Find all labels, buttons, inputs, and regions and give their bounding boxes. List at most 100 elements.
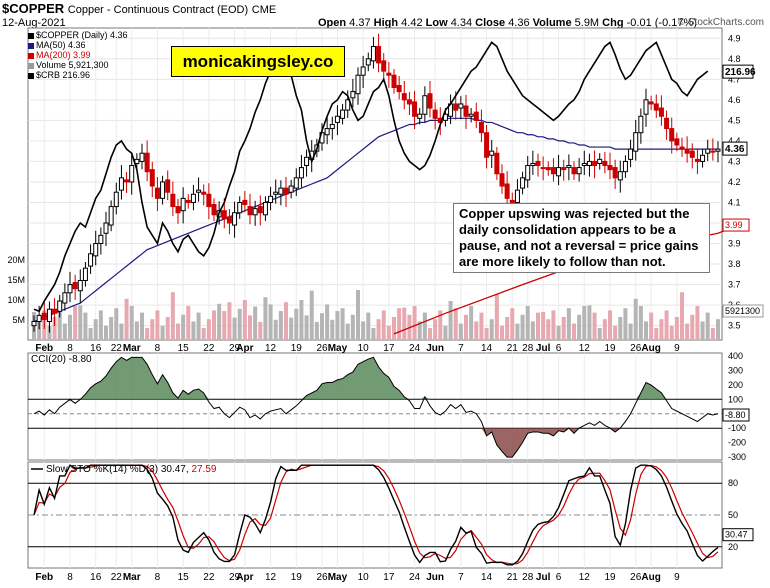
candle-body xyxy=(329,123,335,130)
volume-bar xyxy=(700,321,705,340)
x-tick-label: 28 xyxy=(522,343,534,354)
legend-swatch xyxy=(28,62,34,69)
candle-body xyxy=(412,101,418,117)
volume-bar xyxy=(98,310,103,340)
candle-body xyxy=(165,179,171,193)
candle-body xyxy=(689,150,695,158)
volume-bar xyxy=(602,319,607,340)
candle-body xyxy=(633,132,639,152)
volume-bar xyxy=(289,317,294,340)
high-value: 4.42 xyxy=(401,17,423,29)
volume-bar xyxy=(278,311,283,340)
close-value: 4.36 xyxy=(508,17,530,29)
cci-tick-label: 400 xyxy=(728,351,743,361)
candle-body xyxy=(576,167,582,175)
volume-bar xyxy=(186,306,191,340)
candle-body xyxy=(520,177,526,189)
sto-tick-label: 20 xyxy=(728,542,738,552)
x-tick-label: 14 xyxy=(481,343,493,354)
volume-bar xyxy=(134,321,139,340)
candle-body xyxy=(226,216,232,224)
candle-body xyxy=(545,167,551,171)
candle-body xyxy=(664,117,670,130)
volume-bar xyxy=(438,310,443,340)
candle-body xyxy=(293,177,299,189)
candle-body xyxy=(304,156,310,167)
panel-frame xyxy=(27,352,723,461)
close-label-box xyxy=(722,141,748,156)
y-tick-label: 3.8 xyxy=(728,259,741,269)
x-tick-label: 19 xyxy=(291,343,303,354)
volume-bar xyxy=(685,323,690,340)
candle-body xyxy=(355,74,361,95)
candle-body xyxy=(391,74,397,89)
ma200-label-box xyxy=(722,218,750,232)
sto-title: Slow STO %K(14) %D(3) 30.47, 27.59 xyxy=(46,464,217,475)
x-tick-label: Aug xyxy=(641,343,660,354)
ohlc-readout: Open 4.37 High 4.42 Low 4.34 Close 4.36 … xyxy=(318,17,697,29)
x-tick-label: 22 xyxy=(203,343,215,354)
volume-bar xyxy=(397,308,402,340)
candle-body xyxy=(175,206,181,214)
volume-bar xyxy=(284,302,288,340)
volume-bar xyxy=(551,310,556,340)
ma200-value-label: 3.99 xyxy=(725,220,743,230)
candle-body xyxy=(550,167,556,175)
candle-body xyxy=(108,206,114,226)
x-tick-label: 22 xyxy=(111,572,123,583)
y-tick-label: 4.1 xyxy=(728,197,741,207)
legend-swatch xyxy=(28,72,34,79)
candle-body xyxy=(499,173,505,187)
volume-bar xyxy=(73,306,78,340)
candle-body xyxy=(679,146,685,150)
candle-body xyxy=(93,243,99,257)
candle-body xyxy=(525,165,531,181)
x-tick-label: Mar xyxy=(123,343,141,354)
x-tick-label: Apr xyxy=(236,343,253,354)
volume-bar xyxy=(669,325,674,340)
watermark: © StockCharts.com xyxy=(677,17,764,28)
x-tick-label: 9 xyxy=(674,572,680,583)
candle-body xyxy=(247,206,253,216)
candle-body xyxy=(427,93,433,109)
legend-item: Volume 5,921,300 xyxy=(28,60,128,70)
volume-bar xyxy=(500,325,504,340)
candle-body xyxy=(72,282,78,290)
volume-bar xyxy=(474,321,479,340)
annotation-box: Copper upswing was rejected but the dail… xyxy=(453,203,710,273)
sto-k-line xyxy=(33,464,719,566)
volume-bar xyxy=(716,319,720,340)
volume-bar xyxy=(458,323,463,340)
y-tick-label: 3.7 xyxy=(728,280,741,290)
cci-value-label: -8.80 xyxy=(725,410,746,420)
volume-bar xyxy=(433,319,438,340)
legend-item: MA(50) 4.36 xyxy=(28,40,128,50)
candle-body xyxy=(561,167,567,171)
volume-bar xyxy=(222,311,227,340)
volume-bar xyxy=(206,319,211,340)
volume-bar xyxy=(412,306,417,340)
volume-bar xyxy=(489,319,494,340)
volume-bar xyxy=(104,325,108,340)
volume-bar xyxy=(371,328,376,340)
volume-bar xyxy=(227,302,232,340)
candle-body xyxy=(52,308,58,314)
volume-bar xyxy=(654,328,659,340)
volume-bar xyxy=(294,308,299,340)
volume-bar xyxy=(561,317,566,340)
volume-bar xyxy=(366,312,371,340)
volume-bar xyxy=(386,325,391,340)
volume-bar xyxy=(191,321,196,340)
x-tick-label: 28 xyxy=(522,572,534,583)
volume-bar xyxy=(165,317,170,340)
candle-body xyxy=(370,45,376,62)
candle-body xyxy=(340,109,346,119)
volume-bar xyxy=(546,319,551,340)
y-tick-label: 4.2 xyxy=(728,177,741,187)
volume-bar xyxy=(659,319,664,340)
candle-body xyxy=(556,167,562,177)
close-value-label: 4.36 xyxy=(725,144,745,155)
cci-line xyxy=(33,356,719,458)
x-tick-label: 15 xyxy=(178,572,190,583)
candle-body xyxy=(36,314,42,323)
